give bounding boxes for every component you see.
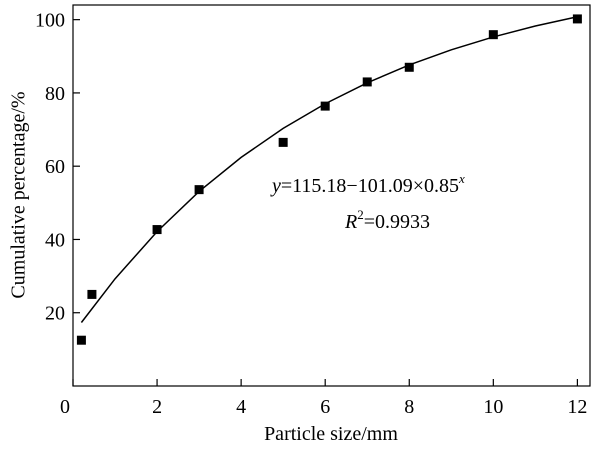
x-tick-label: 10 xyxy=(483,396,503,418)
data-point xyxy=(152,225,162,235)
equation-part: x xyxy=(458,171,465,186)
x-tick-label: 8 xyxy=(404,396,414,418)
x-tick-label: 12 xyxy=(567,396,587,418)
x-tick-label: 4 xyxy=(236,396,246,418)
data-point xyxy=(87,289,97,299)
data-point xyxy=(76,335,86,345)
data-point xyxy=(278,137,288,147)
data-point xyxy=(404,62,414,72)
x-tick-label: 2 xyxy=(152,396,162,418)
y-tick-label: 100 xyxy=(35,10,65,32)
equation-part: y xyxy=(270,175,281,197)
data-point xyxy=(572,14,582,24)
y-tick-label: 80 xyxy=(45,83,65,105)
data-point xyxy=(194,185,204,195)
y-tick-label: 60 xyxy=(45,156,65,178)
data-point xyxy=(488,30,498,40)
y-tick-label: 20 xyxy=(45,303,65,325)
x-tick-label: 6 xyxy=(320,396,330,418)
equation: y=115.18−101.09×0.85x xyxy=(270,171,465,197)
plot-frame xyxy=(72,4,591,387)
y-axis-title: Cumulative percentage/% xyxy=(8,91,30,298)
r2-part: R xyxy=(344,211,357,233)
r-squared: R2=0.9933 xyxy=(344,207,430,233)
y-tick-label: 40 xyxy=(45,229,65,251)
x-axis-title: Particle size/mm xyxy=(264,423,398,445)
equation-part: =115.18−101.09×0.85 xyxy=(281,175,459,197)
data-point xyxy=(320,101,330,111)
r2-part: =0.9933 xyxy=(364,211,430,233)
x-tick-label: 0 xyxy=(60,396,70,418)
r2-part: 2 xyxy=(357,207,364,222)
fit-curve xyxy=(80,15,578,323)
data-point xyxy=(362,77,372,87)
